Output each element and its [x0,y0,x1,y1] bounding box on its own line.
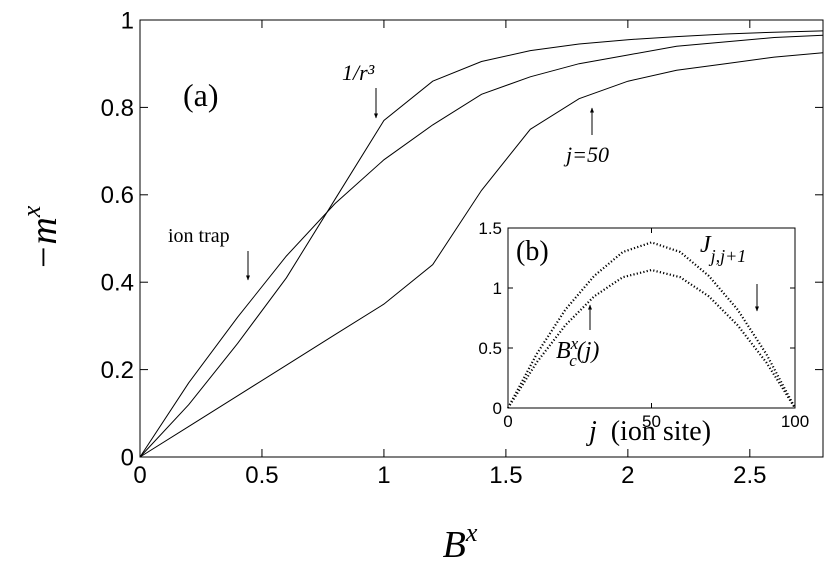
y-axis-label-sup: x [17,205,46,218]
panel-label: (a) [183,77,219,113]
y-tick-label: 0 [493,399,502,418]
series-label: j=50 [563,142,609,167]
series-line [139,30,824,458]
series-label: Bx c(j) [556,334,599,370]
x-axis-label: j (ion site) [586,416,711,447]
x-tick-label: 0 [503,412,512,431]
y-tick-label: 1.5 [478,219,502,238]
x-tick-label: 2.5 [733,462,766,489]
panel-label: (b) [516,236,549,267]
x-tick-label: 1 [377,462,390,489]
y-tick-label: 0 [121,444,134,471]
y-tick-label: 1 [121,7,134,34]
plot-frame [507,227,796,409]
series-label-base: B [556,338,571,364]
series-label-sub: c [569,351,577,370]
series-line [139,34,824,458]
x-axis-label-sup: x [465,518,478,547]
series-label-suffix: (j) [577,338,600,364]
x-tick-label: 1.5 [489,462,522,489]
series-label: 1/r³ [342,60,375,85]
y-tick-label: 0.6 [101,182,134,209]
series-label: Jj,j+1 [700,232,746,266]
x-tick-label: 50 [642,412,661,431]
x-axis-label: Bx [443,518,478,566]
x-axis-label-base: B [443,524,466,566]
y-tick-label: 0.8 [101,95,134,122]
series-line [507,241,796,409]
y-axis-label: −mx [17,205,65,270]
y-tick-label: 0.4 [101,270,134,297]
series-label-base: J [700,232,712,258]
x-tick-label: 100 [781,412,809,431]
x-tick-label: 0.5 [245,462,278,489]
series-label: ion trap [168,225,230,247]
series-label-sup: x [570,334,579,353]
y-tick-label: 0.5 [478,339,502,358]
x-tick-label: 2 [621,462,634,489]
y-tick-label: 0.2 [101,357,134,384]
x-axis-label-var: j [586,416,597,447]
series-line [139,52,824,458]
y-axis-label-base: −m [23,217,65,270]
x-tick-label: 0 [133,462,146,489]
series-label-sub: j,j+1 [709,246,747,266]
y-tick-label: 1 [493,279,502,298]
x-axis-label-rest: (ion site) [611,416,711,447]
series-line [507,268,796,409]
